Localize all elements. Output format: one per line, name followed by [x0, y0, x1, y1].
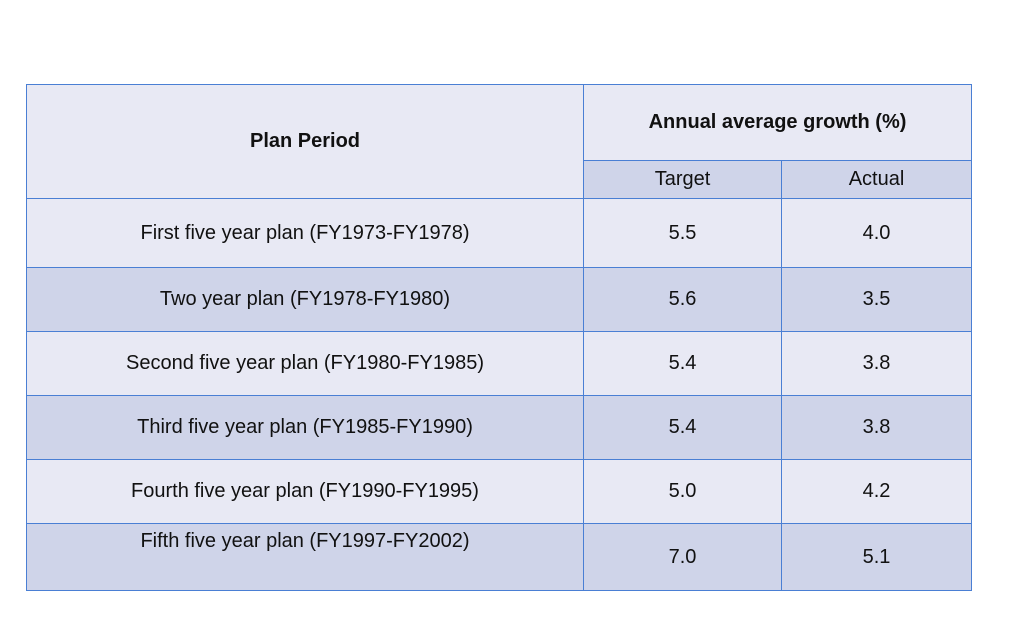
header-actual: Actual [781, 160, 972, 199]
actual-cell: 4.0 [781, 198, 972, 268]
header-target: Target [583, 160, 782, 199]
table-row: Fourth five year plan (FY1990-FY1995) 5.… [26, 459, 972, 524]
target-cell: 5.4 [583, 395, 782, 460]
target-cell: 5.6 [583, 267, 782, 332]
table-row: Fifth five year plan (FY1997-FY2002) 7.0… [26, 523, 972, 591]
plan-cell: Third five year plan (FY1985-FY1990) [26, 395, 584, 460]
actual-cell: 3.5 [781, 267, 972, 332]
table-row: First five year plan (FY1973-FY1978) 5.5… [26, 198, 972, 268]
plan-cell: Second five year plan (FY1980-FY1985) [26, 331, 584, 396]
growth-table-container: Plan Period Annual average growth (%) Ta… [26, 84, 972, 591]
table-row: Second five year plan (FY1980-FY1985) 5.… [26, 331, 972, 396]
table-row: Two year plan (FY1978-FY1980) 5.6 3.5 [26, 267, 972, 332]
plan-growth-table: Plan Period Annual average growth (%) Ta… [26, 84, 972, 591]
actual-cell: 5.1 [781, 523, 972, 591]
target-cell: 5.5 [583, 198, 782, 268]
target-cell: 5.4 [583, 331, 782, 396]
plan-cell: First five year plan (FY1973-FY1978) [26, 198, 584, 268]
plan-cell: Fifth five year plan (FY1997-FY2002) [26, 523, 584, 591]
actual-cell: 3.8 [781, 331, 972, 396]
header-plan-period: Plan Period [26, 84, 584, 199]
header-annual-average-growth: Annual average growth (%) [583, 84, 972, 161]
target-cell: 7.0 [583, 523, 782, 591]
actual-cell: 4.2 [781, 459, 972, 524]
actual-cell: 3.8 [781, 395, 972, 460]
plan-cell: Fourth five year plan (FY1990-FY1995) [26, 459, 584, 524]
plan-cell: Two year plan (FY1978-FY1980) [26, 267, 584, 332]
target-cell: 5.0 [583, 459, 782, 524]
table-row: Third five year plan (FY1985-FY1990) 5.4… [26, 395, 972, 460]
